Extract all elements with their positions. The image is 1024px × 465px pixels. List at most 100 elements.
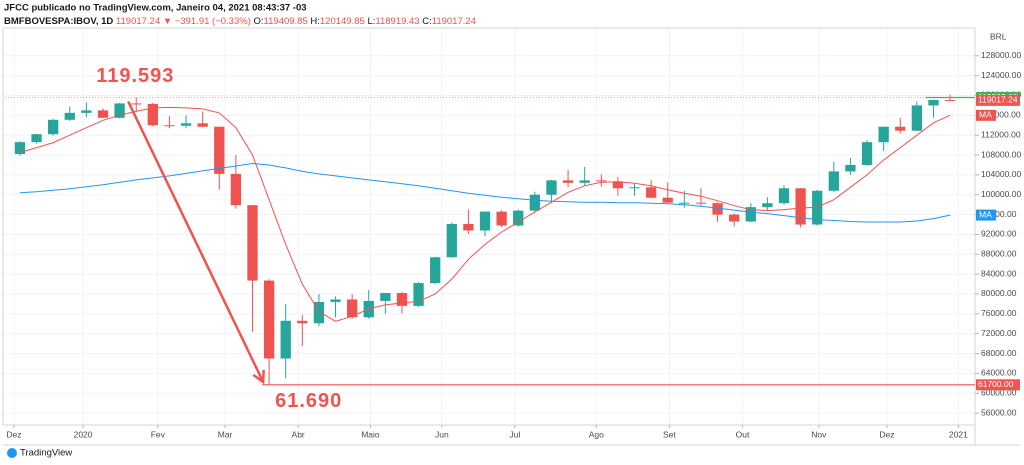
candle-body [479,211,491,231]
x-tick-label: 2020 [74,429,93,439]
price-tag-label: 119017.24 [978,95,1018,105]
y-tick-label: 92000.00 [981,229,1017,239]
quote-value: 119017.24 [432,16,476,27]
ma-tag-label: MA [979,110,992,120]
candle-body [247,205,258,281]
logo: TradingView [7,448,72,459]
price-tag [976,94,1020,106]
y-tick-label: 72000.00 [981,328,1017,338]
candle-body [131,103,142,105]
x-tick-label: Dez [879,429,894,439]
x-tick-label: Set [663,429,676,439]
y-tick-label: 116000.00 [981,110,1021,120]
candle-body [463,224,474,231]
candle-body [712,203,723,215]
candle-body [197,123,208,127]
quote-value: 118919.43 [375,16,419,27]
candle-body [778,188,790,204]
candle-body [297,320,308,324]
candle-body [280,320,291,359]
quote-label: C: [422,16,432,27]
x-tick-label: Jul [509,429,520,439]
candle-body [861,142,873,165]
candle-body [81,110,92,113]
y-tick-label: 80000.00 [981,288,1017,298]
candle-body [662,197,673,203]
quote-value: 120149.85 [320,16,365,27]
plot [14,94,956,385]
x-tick-label: Out [736,429,750,439]
footer: TradingView [20,448,72,459]
x-tick-label: Nov [811,429,827,439]
candle-body [795,188,806,225]
price-tag [976,379,1020,391]
ma-tag [976,209,996,221]
candle-body [546,180,557,195]
published-line: JFCC publicado no TradingView.com, Janei… [4,3,307,14]
quote-label: L: [367,16,375,27]
x-tick-label: Maio [361,429,380,439]
y-tick-label: 84000.00 [981,268,1017,278]
x-tick-label: Mar [218,429,233,439]
candle-body [812,190,823,225]
price-tag-label: 61700.00 [978,379,1014,389]
y-tick-label: 124000.00 [981,70,1021,80]
x-tick-label: Abr [292,429,305,439]
candle-body [596,180,607,182]
y-tick-label: 68000.00 [981,348,1017,358]
currency: BRL [990,31,1007,41]
y-tick-label: 76000.00 [981,308,1017,318]
change: ▼ −391.91 (−0.33%) [163,16,251,27]
candle-body [413,283,424,306]
y-tick-label: 112000.00 [981,129,1021,139]
candle-body [745,207,756,222]
candle-body [762,203,773,208]
y-tick-label: 128000.00 [981,50,1021,60]
moving-average [19,106,951,322]
candle-body [845,164,856,172]
y-tick-label: 108000.00 [981,149,1021,159]
candle-body [695,202,707,204]
y-tick-label: 100000.00 [981,189,1021,199]
candle-body [396,292,408,306]
candle-body [380,292,391,301]
candle-body [164,125,175,127]
candle-body [114,103,125,118]
moving-average [19,162,951,223]
candle-body [97,110,109,118]
candle-body [14,142,26,155]
quote-line: BMFBOVESPA:IBOV, 1D 119017.24 ▼ −391.91 … [4,16,476,27]
candle-body [612,181,624,189]
candle-body [645,187,657,198]
candle-body [446,224,457,258]
candle-body [928,99,939,106]
ma-tag [976,109,996,121]
candle-body [147,103,158,126]
last: 119017.24 [116,16,160,27]
candle-body [878,126,889,143]
x-tick-label: Ago [589,429,604,439]
candle-body [263,280,275,359]
candle-body [529,194,540,211]
quote-label: H: [310,16,320,27]
symbol: BMFBOVESPA:IBOV, 1D [4,16,113,27]
candle-body [629,187,640,189]
candle-body [944,99,956,101]
candle-body [895,126,906,131]
candle-body [330,299,341,302]
x-tick-label: Fev [151,429,166,439]
candle-body [313,301,325,324]
candle-body [679,202,690,204]
ma-tag-label: MA [979,209,992,219]
annotation: 61.690 [275,390,342,412]
y-tick-label: 104000.00 [981,169,1021,179]
candle-body [430,257,441,284]
candle-body [562,180,574,183]
candle-body [31,134,42,143]
x-tick-label: Dez [6,429,21,439]
candle-body [230,173,242,206]
logo-icon [7,448,17,458]
y-tick-label: 60000.00 [981,387,1017,397]
